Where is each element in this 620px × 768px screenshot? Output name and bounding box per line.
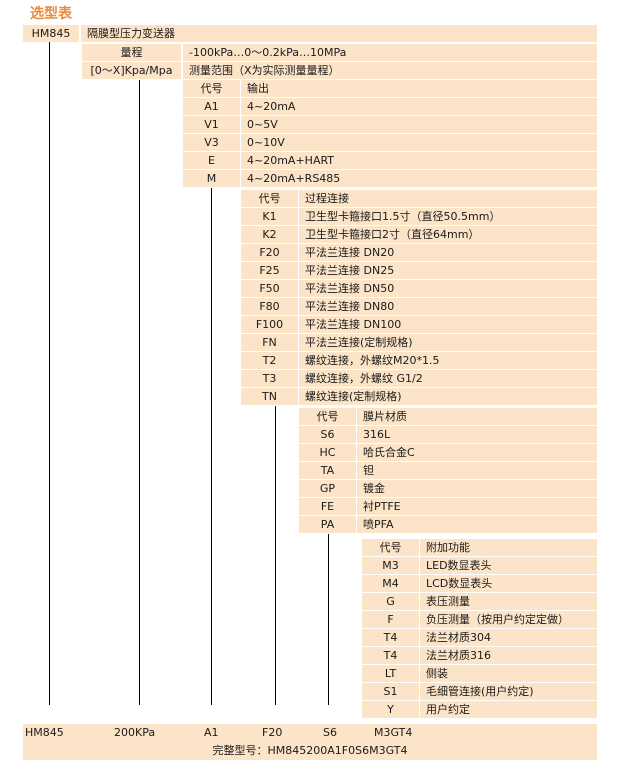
connector-line bbox=[275, 406, 276, 705]
process-row-code: F80 bbox=[241, 298, 298, 315]
example-part: M3GT4 bbox=[374, 726, 413, 739]
example-part: F20 bbox=[262, 726, 283, 739]
extra-header-code: 代号 bbox=[362, 539, 419, 556]
process-row-desc: 平法兰连接 DN80 bbox=[299, 298, 597, 315]
extra-row-desc: 表压测量 bbox=[420, 593, 597, 610]
page-title: 选型表 bbox=[30, 6, 72, 22]
material-row-code: HC bbox=[299, 444, 356, 461]
process-row-code: T3 bbox=[241, 370, 298, 387]
process-row-code: T2 bbox=[241, 352, 298, 369]
extra-row-code: M3 bbox=[362, 557, 419, 574]
process-row-code: F25 bbox=[241, 262, 298, 279]
example-part: A1 bbox=[204, 726, 219, 739]
material-row-desc: 镀金 bbox=[357, 480, 597, 497]
output-row-desc: 4~20mA bbox=[241, 98, 597, 115]
extra-row-code: G bbox=[362, 593, 419, 610]
material-row-desc: 316L bbox=[357, 426, 597, 443]
output-row-code: M bbox=[183, 170, 240, 187]
output-row-code: A1 bbox=[183, 98, 240, 115]
process-row-desc: 卫生型卡箍接口2寸（直径64mm） bbox=[299, 226, 597, 243]
material-row-code: S6 bbox=[299, 426, 356, 443]
example-part: S6 bbox=[323, 726, 337, 739]
process-row-desc: 平法兰连接 DN20 bbox=[299, 244, 597, 261]
output-row-desc: 0~5V bbox=[241, 116, 597, 133]
process-header-code: 代号 bbox=[241, 190, 298, 207]
process-header-desc: 过程连接 bbox=[299, 190, 597, 207]
material-row-code: GP bbox=[299, 480, 356, 497]
extra-row-desc: LED数显表头 bbox=[420, 557, 597, 574]
process-row-code: FN bbox=[241, 334, 298, 351]
example-part: HM845 bbox=[25, 726, 64, 739]
extra-row-desc: 法兰材质316 bbox=[420, 647, 597, 664]
full-model: 完整型号：HM845200A1F0S6M3GT4 bbox=[212, 744, 408, 757]
extra-row-desc: 用户约定 bbox=[420, 701, 597, 718]
example-row bbox=[23, 724, 597, 760]
process-row-desc: 平法兰连接(定制规格) bbox=[299, 334, 597, 351]
output-row-desc: 4~20mA+RS485 bbox=[241, 170, 597, 187]
extra-row-code: M4 bbox=[362, 575, 419, 592]
extra-row-code: F bbox=[362, 611, 419, 628]
material-row-code: PA bbox=[299, 516, 356, 533]
output-header-desc: 输出 bbox=[241, 80, 597, 97]
process-row-code: F100 bbox=[241, 316, 298, 333]
extra-row-code: S1 bbox=[362, 683, 419, 700]
process-row-desc: 平法兰连接 DN100 bbox=[299, 316, 597, 333]
extra-row-desc: 侧装 bbox=[420, 665, 597, 682]
material-row-desc: 衬PTFE bbox=[357, 498, 597, 515]
material-row-desc: 钽 bbox=[357, 462, 597, 479]
connector-line bbox=[211, 188, 212, 705]
output-row-desc: 4~20mA+HART bbox=[241, 152, 597, 169]
model-code: HM845 bbox=[23, 25, 79, 42]
range-code-label: [0～X]Kpa/Mpa bbox=[82, 62, 181, 79]
process-row-code: F20 bbox=[241, 244, 298, 261]
range-value: -100kPa…0～0.2kPa…10MPa bbox=[183, 44, 597, 61]
extra-row-desc: LCD数显表头 bbox=[420, 575, 597, 592]
process-row-desc: 螺纹连接(定制规格) bbox=[299, 388, 597, 405]
process-row-desc: 平法兰连接 DN25 bbox=[299, 262, 597, 279]
example-part: 200KPa bbox=[114, 726, 156, 739]
extra-row-code: T4 bbox=[362, 647, 419, 664]
extra-row-code: Y bbox=[362, 701, 419, 718]
material-row-desc: 喷PFA bbox=[357, 516, 597, 533]
extra-row-desc: 负压测量（按用户约定定做） bbox=[420, 611, 597, 628]
extra-header-desc: 附加功能 bbox=[420, 539, 597, 556]
material-row-desc: 哈氏合金C bbox=[357, 444, 597, 461]
material-row-code: FE bbox=[299, 498, 356, 515]
range-desc: 测量范围（X为实际测量量程） bbox=[183, 62, 597, 79]
extra-row-code: T4 bbox=[362, 629, 419, 646]
material-header-code: 代号 bbox=[299, 408, 356, 425]
extra-row-code: LT bbox=[362, 665, 419, 682]
extra-row-desc: 毛细管连接(用户约定) bbox=[420, 683, 597, 700]
process-row-code: K1 bbox=[241, 208, 298, 225]
process-row-desc: 平法兰连接 DN50 bbox=[299, 280, 597, 297]
range-label: 量程 bbox=[82, 44, 181, 61]
output-header-code: 代号 bbox=[183, 80, 240, 97]
output-row-desc: 0~10V bbox=[241, 134, 597, 151]
process-row-desc: 卫生型卡箍接口1.5寸（直径50.5mm） bbox=[299, 208, 597, 225]
process-row-code: F50 bbox=[241, 280, 298, 297]
output-row-code: V1 bbox=[183, 116, 240, 133]
output-row-code: E bbox=[183, 152, 240, 169]
model-name: 隔膜型压力变送器 bbox=[81, 25, 597, 42]
extra-row-desc: 法兰材质304 bbox=[420, 629, 597, 646]
process-row-code: K2 bbox=[241, 226, 298, 243]
output-row-code: V3 bbox=[183, 134, 240, 151]
connector-line bbox=[49, 42, 50, 705]
connector-line bbox=[328, 534, 329, 705]
connector-line bbox=[139, 80, 140, 705]
process-row-desc: 螺纹连接，外螺纹M20*1.5 bbox=[299, 352, 597, 369]
process-row-code: TN bbox=[241, 388, 298, 405]
material-row-code: TA bbox=[299, 462, 356, 479]
process-row-desc: 螺纹连接，外螺纹 G1/2 bbox=[299, 370, 597, 387]
material-header-desc: 膜片材质 bbox=[357, 408, 597, 425]
